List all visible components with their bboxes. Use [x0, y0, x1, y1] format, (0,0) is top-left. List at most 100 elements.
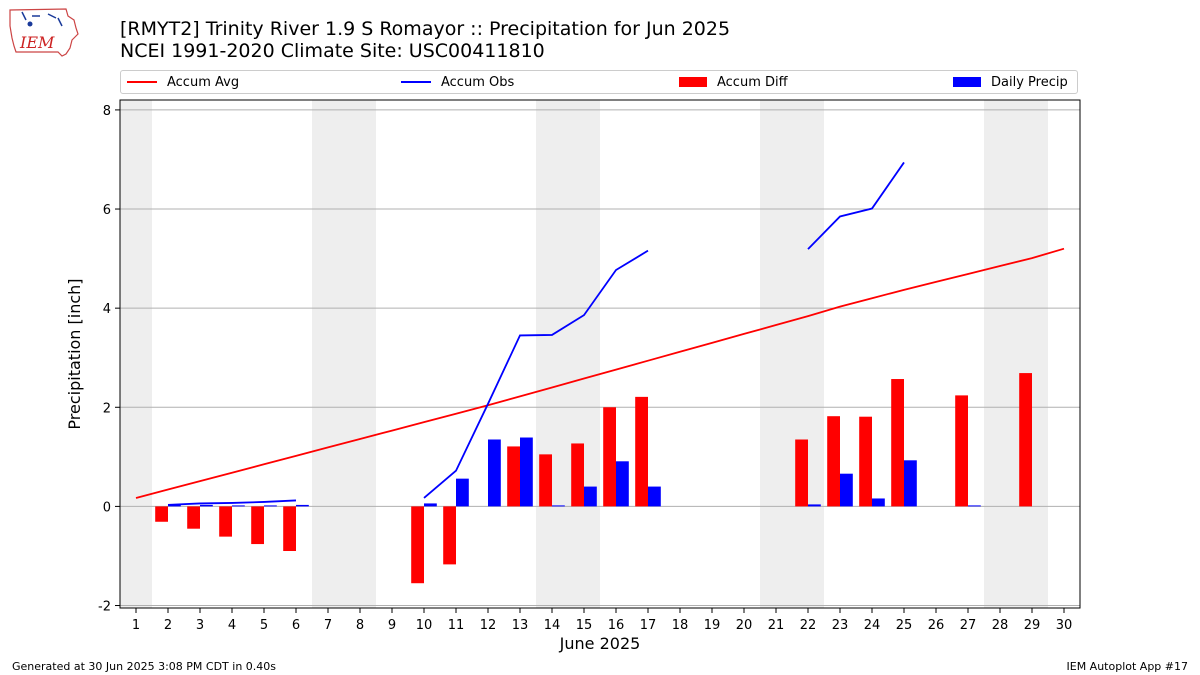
footer-generated: Generated at 30 Jun 2025 3:08 PM CDT in … [12, 660, 277, 673]
x-tick-label: 11 [448, 618, 465, 633]
bar-accum-diff [891, 379, 904, 507]
bar-accum-diff [635, 396, 648, 507]
x-tick-label: 17 [640, 618, 657, 633]
legend-item-accum-obs: Accum Obs [401, 71, 514, 93]
chart-title: [RMYT2] Trinity River 1.9 S Romayor :: P… [120, 18, 731, 40]
legend-item-accum-avg: Accum Avg [127, 71, 239, 93]
bar-daily-precip [488, 439, 501, 507]
x-tick-label: 18 [672, 618, 689, 633]
svg-text:IEM: IEM [19, 33, 55, 52]
weekend-band [120, 100, 152, 608]
x-tick-label: 6 [292, 618, 300, 633]
y-tick-label: 2 [103, 401, 111, 416]
x-tick-label: 5 [260, 618, 268, 633]
bar-accum-diff [507, 446, 520, 507]
iem-logo: IEM [9, 8, 79, 57]
x-tick-label: 12 [480, 618, 497, 633]
bar-daily-precip [904, 460, 917, 507]
bar-daily-precip [232, 505, 245, 507]
x-tick-label: 25 [896, 618, 913, 633]
weekend-band [312, 100, 344, 608]
x-tick-label: 24 [864, 618, 881, 633]
bar-accum-diff [219, 506, 232, 537]
bar-accum-diff [603, 407, 616, 507]
x-tick-label: 19 [704, 618, 721, 633]
x-tick-label: 22 [800, 618, 817, 633]
x-tick-label: 7 [324, 618, 332, 633]
y-tick-label: 4 [103, 302, 111, 317]
x-tick-label: 9 [388, 618, 396, 633]
bar-daily-precip [200, 504, 213, 507]
x-tick-label: 29 [1024, 618, 1041, 633]
x-tick-label: 23 [832, 618, 849, 633]
bar-accum-diff [155, 506, 168, 522]
x-tick-label: 8 [356, 618, 364, 633]
weekend-band [984, 100, 1016, 608]
legend-swatch-accum-avg [127, 81, 157, 83]
y-tick-label: 0 [103, 500, 111, 515]
legend-label-accum-obs: Accum Obs [441, 74, 515, 90]
x-tick-label: 10 [416, 618, 433, 633]
weekend-band [568, 100, 600, 608]
line-accum-obs [167, 499, 297, 506]
x-tick-label: 13 [512, 618, 529, 633]
weekend-band [344, 100, 376, 608]
x-tick-label: 16 [608, 618, 625, 633]
x-axis-label: June 2025 [559, 634, 641, 653]
bar-daily-precip [968, 505, 981, 507]
footer-app: IEM Autoplot App #17 [1066, 660, 1189, 673]
bar-accum-diff [859, 416, 872, 507]
weekend-band [1016, 100, 1048, 608]
bar-accum-diff [187, 506, 200, 529]
x-tick-label: 14 [544, 618, 561, 633]
bar-daily-precip [872, 498, 885, 507]
bar-daily-precip [648, 486, 661, 507]
y-tick-label: 6 [103, 203, 111, 218]
bar-accum-diff [443, 506, 456, 565]
bar-daily-precip [456, 478, 469, 507]
bar-daily-precip [616, 461, 629, 507]
legend-item-daily-precip: Daily Precip [953, 71, 1068, 93]
legend-swatch-daily-precip [953, 77, 981, 87]
x-tick-label: 2 [164, 618, 172, 633]
x-tick-label: 15 [576, 618, 593, 633]
line-accum-obs [807, 161, 905, 250]
y-tick-label: 8 [103, 104, 111, 119]
legend-label-daily-precip: Daily Precip [991, 74, 1068, 90]
x-tick-label: 1 [132, 618, 140, 633]
weekend-band [536, 100, 568, 608]
bar-accum-diff [795, 439, 808, 507]
legend-label-accum-avg: Accum Avg [167, 74, 240, 90]
bar-daily-precip [808, 504, 821, 507]
chart-subtitle: NCEI 1991-2020 Climate Site: USC00411810 [120, 40, 545, 62]
bar-accum-diff [283, 506, 296, 552]
y-tick-label: -2 [98, 600, 111, 615]
bar-daily-precip [424, 503, 437, 507]
bar-daily-precip [296, 504, 309, 507]
bar-daily-precip [584, 486, 597, 507]
bar-accum-diff [571, 443, 584, 507]
x-tick-label: 28 [992, 618, 1009, 633]
legend-label-accum-diff: Accum Diff [717, 74, 788, 90]
y-axis-label: Precipitation [inch] [65, 278, 84, 429]
chart-legend: Accum Avg Accum Obs Accum Diff Daily Pre… [120, 70, 1078, 94]
legend-swatch-accum-diff [679, 77, 707, 87]
bar-daily-precip [552, 505, 565, 507]
x-tick-label: 21 [768, 618, 785, 633]
x-tick-label: 26 [928, 618, 945, 633]
bar-daily-precip [840, 473, 853, 507]
weekend-band [760, 100, 792, 608]
bar-daily-precip [520, 437, 533, 507]
x-tick-label: 3 [196, 618, 204, 633]
bar-accum-diff [411, 506, 424, 584]
legend-item-accum-diff: Accum Diff [679, 71, 788, 93]
bar-daily-precip [264, 505, 277, 507]
x-tick-label: 4 [228, 618, 236, 633]
x-tick-label: 27 [960, 618, 977, 633]
x-tick-label: 20 [736, 618, 753, 633]
plot-frame [119, 99, 1081, 609]
x-tick-label: 30 [1056, 618, 1073, 633]
bar-accum-diff [1019, 373, 1032, 507]
line-accum-avg [135, 247, 1065, 499]
